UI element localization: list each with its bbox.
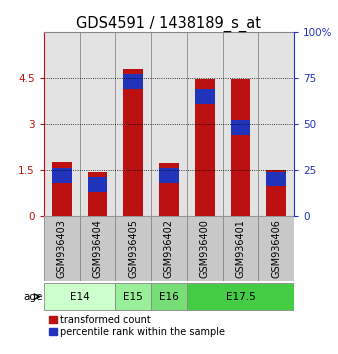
Text: GSM936403: GSM936403 xyxy=(57,219,67,278)
Bar xyxy=(115,283,151,310)
Bar xyxy=(258,216,294,281)
Bar xyxy=(159,163,179,216)
Bar xyxy=(44,216,80,281)
Text: GSM936405: GSM936405 xyxy=(128,219,138,278)
Bar xyxy=(80,32,115,216)
Bar xyxy=(187,283,294,310)
Bar xyxy=(123,69,143,216)
Text: E15: E15 xyxy=(123,292,143,302)
Bar xyxy=(159,168,179,183)
Legend: transformed count, percentile rank within the sample: transformed count, percentile rank withi… xyxy=(49,315,225,337)
Bar xyxy=(115,216,151,281)
Bar xyxy=(266,172,286,186)
Bar xyxy=(266,170,286,216)
Text: GSM936400: GSM936400 xyxy=(200,219,210,278)
Bar xyxy=(195,89,215,103)
Title: GDS4591 / 1438189_s_at: GDS4591 / 1438189_s_at xyxy=(76,16,262,32)
Bar xyxy=(187,216,223,281)
Bar xyxy=(115,32,151,216)
Text: age: age xyxy=(24,292,43,302)
Text: GSM936402: GSM936402 xyxy=(164,219,174,278)
Text: GSM936401: GSM936401 xyxy=(236,219,245,278)
Bar xyxy=(88,172,107,216)
Text: E14: E14 xyxy=(70,292,90,302)
Bar xyxy=(187,32,223,216)
Bar xyxy=(52,162,72,216)
Bar xyxy=(151,32,187,216)
Bar xyxy=(52,168,72,183)
Bar xyxy=(44,283,115,310)
Bar xyxy=(88,177,107,192)
Text: GSM936406: GSM936406 xyxy=(271,219,281,278)
Bar xyxy=(123,74,143,89)
Text: GSM936404: GSM936404 xyxy=(93,219,102,278)
Bar xyxy=(80,216,115,281)
Bar xyxy=(195,79,215,216)
Bar xyxy=(223,32,258,216)
Text: E17.5: E17.5 xyxy=(225,292,255,302)
Bar xyxy=(231,120,250,135)
Bar xyxy=(223,216,258,281)
Bar xyxy=(231,79,250,216)
Bar xyxy=(258,32,294,216)
Bar xyxy=(44,32,80,216)
Bar xyxy=(151,283,187,310)
Bar xyxy=(151,216,187,281)
Text: E16: E16 xyxy=(159,292,179,302)
